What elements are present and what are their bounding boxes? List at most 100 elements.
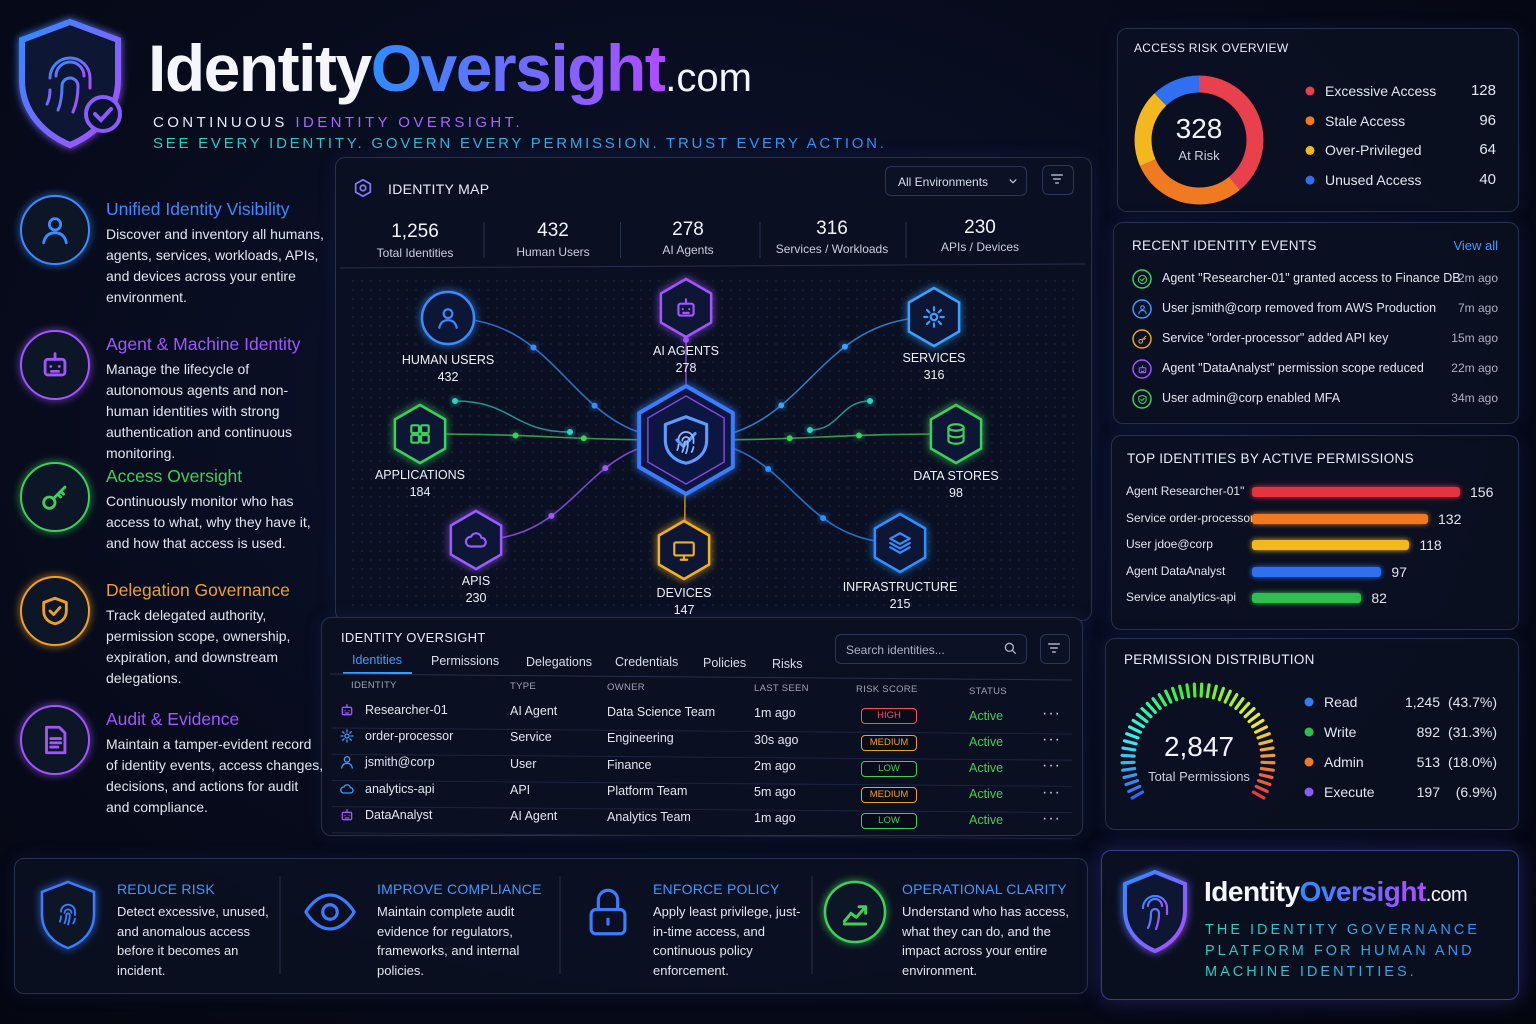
table-tab[interactable]: Credentials (615, 655, 679, 670)
row-actions[interactable]: ··· (1042, 809, 1061, 827)
bar-value: 97 (1391, 563, 1407, 580)
node-count: 147 (673, 603, 695, 617)
gauge-tick (1259, 746, 1275, 752)
icon-part (410, 434, 420, 444)
table-tab[interactable]: Policies (703, 656, 747, 671)
table-cell: DataAnalyst (365, 807, 433, 822)
icon-part (681, 298, 691, 314)
table-filter-button[interactable] (1040, 634, 1070, 664)
gauge-tick (1170, 686, 1179, 702)
gauge-tick (1239, 701, 1251, 714)
feature-text: Track delegated authority, permission sc… (106, 607, 291, 686)
gauge-tick (1122, 739, 1138, 746)
icon-part (1137, 394, 1147, 404)
identity-name: Agent Researcher-01" (1126, 484, 1245, 498)
bar-value: 82 (1371, 590, 1387, 606)
gauge-tick (1256, 779, 1272, 787)
donut-segment (1134, 75, 1264, 205)
bar-value: 132 (1438, 510, 1462, 527)
node-count: 230 (465, 591, 487, 605)
icon-part (42, 231, 68, 245)
gauge-tick (1254, 725, 1269, 734)
map-settings-button[interactable] (1042, 165, 1074, 195)
benefits-panel (14, 858, 1088, 994)
table-tab[interactable]: Delegations (526, 654, 593, 669)
icon-part (1137, 338, 1143, 344)
stat-value: 1,256 (391, 221, 439, 242)
graph-dot (591, 402, 598, 409)
table-tab[interactable]: Identities (352, 653, 403, 667)
node-shape (393, 403, 447, 465)
table-tab[interactable]: Risks (772, 657, 803, 671)
gauge-tick (1122, 773, 1138, 780)
donut-segment (1134, 75, 1264, 205)
icon (58, 903, 76, 926)
table-cell: Researcher-01 (365, 703, 448, 717)
node-count: 278 (675, 361, 697, 375)
gauge-tick (1247, 712, 1261, 724)
search-identities[interactable]: Search identities... (835, 634, 1027, 664)
icon (1009, 179, 1017, 184)
legend-value: 40 (1479, 171, 1496, 189)
legend-dot (1304, 787, 1314, 797)
view-all-link[interactable]: View all (1453, 238, 1498, 253)
node-shape (929, 403, 983, 465)
recent-events-title: RECENT IDENTITY EVENTS (1132, 238, 1317, 253)
gauge-tick (1192, 682, 1197, 698)
footer-brand-identity: Identity (1204, 876, 1300, 907)
benefit-shield (40, 880, 96, 950)
risk-pill: MEDIUM (861, 734, 917, 751)
table-cell: Data Science Team (607, 705, 716, 720)
graph-dot (567, 429, 573, 435)
row-rule (331, 806, 1073, 814)
icon (1138, 364, 1146, 373)
benefit-text: Detect excessive, unused, and anomalous … (117, 904, 269, 978)
table-cell: Active (969, 813, 1004, 828)
row-actions[interactable]: ··· (1042, 757, 1061, 775)
benefit-text: Apply least privilege, just-in-time acce… (653, 904, 801, 978)
brand-domain: .com (665, 56, 752, 100)
table-cell: User (510, 756, 537, 771)
legend-name: Admin (1324, 754, 1364, 770)
identity-name: Service analytics-api (1126, 590, 1237, 604)
event-icon-ring (1132, 359, 1152, 379)
access-risk-panel (1117, 28, 1519, 212)
event-text: Agent "Researcher-01" granted access to … (1162, 271, 1461, 285)
gauge-tick (1125, 732, 1140, 740)
node-count: 432 (437, 370, 459, 384)
gauge-tick (1256, 732, 1271, 740)
legend-value: 128 (1470, 82, 1496, 99)
node-count: 215 (889, 597, 911, 611)
gauge-tick (1178, 684, 1185, 700)
icon-part (1139, 277, 1145, 281)
center-hub-inner (647, 395, 725, 485)
node-count: 184 (409, 485, 431, 499)
tagline-1: CONTINUOUS IDENTITY OVERSIGHT. (153, 114, 523, 131)
graph-dot (683, 336, 689, 343)
icon-part (359, 184, 367, 192)
legend-name: Excessive Access (1325, 83, 1437, 99)
gauge-tick (1251, 718, 1265, 729)
risk-pill: MEDIUM (861, 787, 917, 803)
legend-value: 96 (1479, 111, 1496, 129)
permission-bar (1252, 566, 1382, 577)
icon (673, 541, 695, 561)
table-cell: Analytics Team (607, 810, 691, 824)
node-label: APIS (461, 574, 491, 588)
risk-total: 328 (1175, 113, 1223, 144)
permission-bar (1252, 513, 1428, 524)
icon (889, 532, 911, 554)
graph-dot (786, 435, 793, 442)
benefit-title: IMPROVE COMPLIANCE (377, 881, 542, 897)
row-actions[interactable]: ··· (1042, 783, 1061, 801)
row-actions[interactable]: ··· (1042, 705, 1061, 722)
table-tab[interactable]: Permissions (431, 653, 500, 668)
gauge-tick (1254, 784, 1269, 794)
node-label: AI AGENTS (653, 344, 719, 358)
environment-filter[interactable]: All Environments (885, 166, 1027, 196)
row-actions[interactable]: ··· (1042, 731, 1061, 749)
node-label: INFRASTRUCTURE (842, 580, 958, 594)
graph-dot (530, 344, 537, 351)
icon (340, 783, 354, 794)
table-cell: AI Agent (510, 808, 558, 823)
